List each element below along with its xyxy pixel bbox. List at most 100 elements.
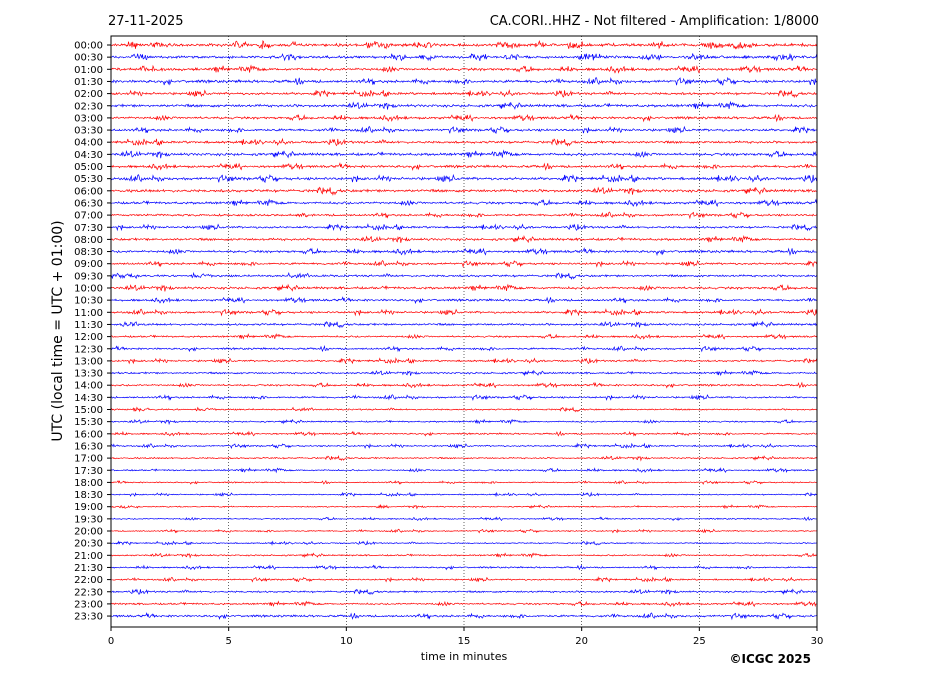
trace-row xyxy=(110,271,817,280)
trace-row xyxy=(110,600,817,608)
trace-row xyxy=(110,320,817,329)
trace-row xyxy=(110,540,817,546)
trace-row xyxy=(110,406,817,413)
trace-row xyxy=(110,64,817,74)
date-label: 27-11-2025 xyxy=(108,14,184,29)
row-label: 00:00 xyxy=(74,41,103,52)
row-label: 11:00 xyxy=(74,308,103,319)
row-label: 18:30 xyxy=(74,490,103,501)
row-label: 08:00 xyxy=(74,235,103,246)
trace-row xyxy=(110,89,817,99)
row-label: 14:00 xyxy=(74,381,103,392)
trace-row xyxy=(110,491,817,498)
trace-row xyxy=(110,211,817,220)
row-label: 16:30 xyxy=(74,441,103,452)
trace-row xyxy=(110,234,817,244)
trace-row xyxy=(110,39,817,50)
trace-row xyxy=(110,345,817,353)
row-label: 09:00 xyxy=(74,259,103,270)
trace-row xyxy=(110,223,817,232)
row-label: 03:00 xyxy=(74,113,103,124)
trace-row xyxy=(110,149,817,159)
trace-row xyxy=(110,612,817,621)
x-tick-label-0: 0 xyxy=(108,636,114,647)
row-label: 05:00 xyxy=(74,162,103,173)
trace-row xyxy=(110,296,817,305)
x-tick-label-30: 30 xyxy=(811,636,824,647)
row-label: 21:00 xyxy=(74,551,103,562)
row-label: 23:00 xyxy=(74,599,103,610)
trace-row xyxy=(110,76,817,86)
x-tick-label-25: 25 xyxy=(693,636,706,647)
x-tick-label-10: 10 xyxy=(340,636,353,647)
trace-row xyxy=(110,528,817,534)
row-label: 17:00 xyxy=(74,454,103,465)
row-label: 13:30 xyxy=(74,369,103,380)
trace-row xyxy=(110,369,817,377)
trace-row xyxy=(110,125,817,135)
row-label: 20:00 xyxy=(74,527,103,538)
row-label: 07:00 xyxy=(74,211,103,222)
x-axis-label: time in minutes xyxy=(421,650,508,663)
trace-row xyxy=(110,100,817,110)
row-label: 04:00 xyxy=(74,138,103,149)
trace-row xyxy=(110,283,817,292)
trace-group xyxy=(110,39,817,621)
row-label: 15:00 xyxy=(74,405,103,416)
trace-row xyxy=(110,162,817,172)
trace-row xyxy=(110,588,817,596)
row-label: 02:30 xyxy=(74,101,103,112)
row-label: 09:30 xyxy=(74,271,103,282)
trace-row xyxy=(110,259,817,268)
row-label: 10:30 xyxy=(74,296,103,307)
trace-row xyxy=(110,430,817,437)
row-label: 06:30 xyxy=(74,198,103,209)
row-label: 23:30 xyxy=(74,612,103,623)
row-label: 18:00 xyxy=(74,478,103,489)
trace-row xyxy=(110,564,817,571)
row-label: 21:30 xyxy=(74,563,103,574)
row-label: 01:30 xyxy=(74,77,103,88)
chart-title: CA.CORI..HHZ - Not filtered - Amplificat… xyxy=(490,14,819,29)
row-label: 08:30 xyxy=(74,247,103,258)
trace-row xyxy=(110,113,817,123)
grid-lines xyxy=(228,36,700,627)
row-label: 20:30 xyxy=(74,539,103,550)
row-label: 12:30 xyxy=(74,344,103,355)
x-tick-label-15: 15 xyxy=(458,636,471,647)
row-label: 11:30 xyxy=(74,320,103,331)
trace-row xyxy=(110,516,817,522)
trace-row xyxy=(110,198,817,207)
row-label: 02:00 xyxy=(74,89,103,100)
copyright-label: ©ICGC 2025 xyxy=(729,652,811,666)
row-label: 12:00 xyxy=(74,332,103,343)
row-label: 13:00 xyxy=(74,356,103,367)
trace-row xyxy=(110,186,817,196)
row-label: 19:00 xyxy=(74,502,103,513)
trace-row xyxy=(110,418,817,426)
trace-row xyxy=(110,137,817,147)
trace-row xyxy=(110,53,817,62)
row-label: 17:30 xyxy=(74,466,103,477)
row-label: 16:00 xyxy=(74,429,103,440)
trace-row xyxy=(110,333,817,340)
x-tick-label-5: 5 xyxy=(225,636,231,647)
trace-row xyxy=(110,479,817,485)
row-label: 05:30 xyxy=(74,174,103,185)
trace-row xyxy=(110,381,817,389)
trace-row xyxy=(110,173,817,184)
row-label: 03:30 xyxy=(74,126,103,137)
row-label: 22:30 xyxy=(74,587,103,598)
trace-row xyxy=(110,455,817,462)
row-label: 04:30 xyxy=(74,150,103,161)
trace-row xyxy=(110,308,817,317)
row-label: 06:00 xyxy=(74,186,103,197)
row-label: 14:30 xyxy=(74,393,103,404)
row-label: 00:30 xyxy=(74,53,103,64)
row-label: 07:30 xyxy=(74,223,103,234)
trace-row xyxy=(110,394,817,402)
row-label: 19:30 xyxy=(74,514,103,525)
trace-row xyxy=(110,576,817,583)
